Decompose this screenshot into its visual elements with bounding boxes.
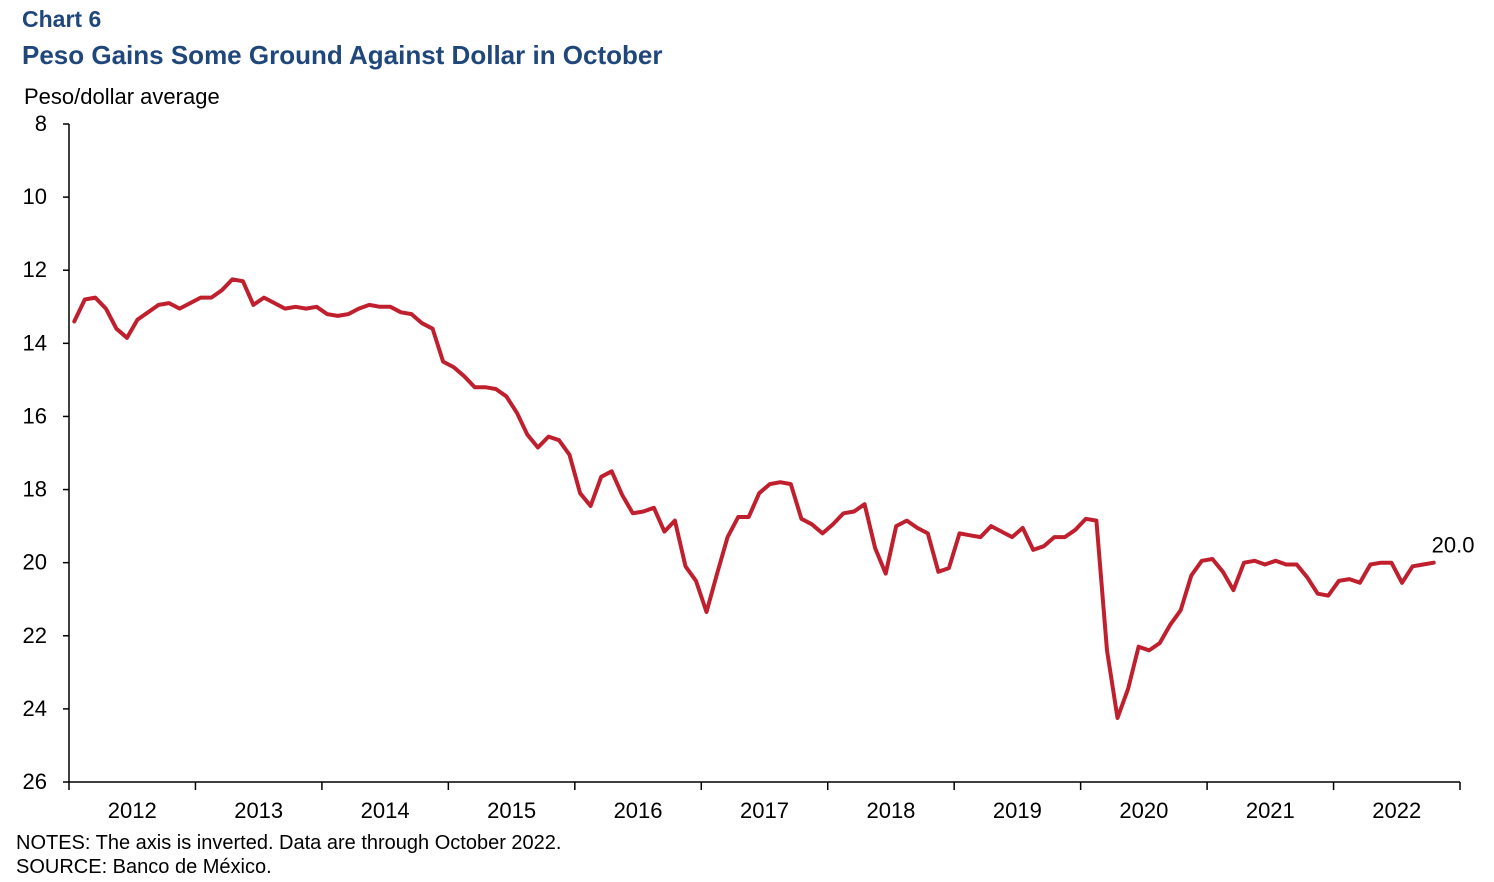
x-tick-label: 2018 [866,798,915,823]
chart-title: Peso Gains Some Ground Against Dollar in… [22,40,663,70]
y-axis-label: Peso/dollar average [24,84,220,109]
chart-notes: NOTES: The axis is inverted. Data are th… [16,832,562,854]
x-tick-label: 2017 [740,798,789,823]
y-tick-label: 24 [23,696,47,721]
x-tick-label: 2022 [1372,798,1421,823]
y-tick-label: 18 [23,477,47,502]
chart-source: SOURCE: Banco de México. [16,856,272,878]
y-tick-label: 22 [23,623,47,648]
x-tick-label: 2013 [234,798,283,823]
y-tick-label: 26 [23,769,47,794]
peso-dollar-series-line [72,277,1436,720]
y-tick-label: 16 [23,403,47,428]
y-tick-label: 10 [23,184,47,209]
x-tick-label: 2012 [108,798,157,823]
y-tick-label: 12 [23,257,47,282]
y-tick-label: 14 [23,330,47,355]
end-value-label: 20.0 [1432,533,1475,558]
label-group: 20.0 [1432,533,1475,558]
y-tick-label: 8 [35,111,47,136]
x-tick-label: 2016 [614,798,663,823]
chart-label: Chart 6 [22,6,102,32]
y-tick-label: 20 [23,550,47,575]
x-tick-label: 2021 [1246,798,1295,823]
x-tick-label: 2019 [993,798,1042,823]
x-tick-label: 2014 [361,798,410,823]
x-tick-label: 2015 [487,798,536,823]
x-tick-label: 2020 [1119,798,1168,823]
series-group [72,277,1436,720]
